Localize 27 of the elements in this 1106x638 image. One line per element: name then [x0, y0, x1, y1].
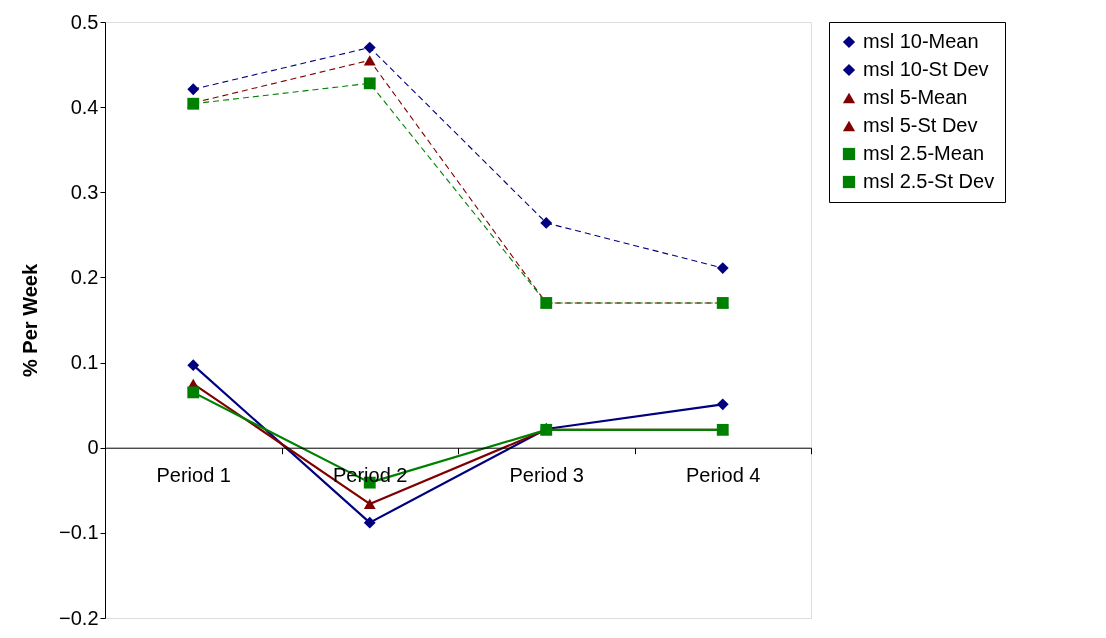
y-tick-label: −0.2: [59, 606, 99, 629]
legend-label: msl 10-St Dev: [863, 58, 989, 80]
point: [187, 386, 200, 399]
y-tick-label: 0.3: [70, 180, 99, 203]
legend-label: msl 10-Mean: [863, 30, 979, 52]
y-tick-label: 0.5: [70, 10, 99, 33]
legend-label: msl 2.5-Mean: [863, 142, 985, 164]
point: [716, 398, 729, 411]
point: [363, 41, 376, 54]
y-tick-label: 0.1: [70, 351, 99, 374]
legend-label: msl 5-St Dev: [863, 114, 978, 136]
point: [363, 516, 376, 529]
point: [187, 359, 200, 372]
legend-label: msl 5-Mean: [863, 86, 968, 108]
y-tick-label: −0.1: [59, 521, 99, 544]
x-tick-label: Period 4: [686, 464, 761, 487]
x-tick-label: Period 1: [156, 464, 231, 487]
x-tick-label: Period 3: [509, 464, 584, 487]
point: [187, 83, 200, 96]
point: [363, 77, 376, 90]
legend-label: msl 2.5-St Dev: [863, 170, 995, 192]
point: [716, 262, 729, 274]
y-tick-label: 0: [87, 436, 99, 459]
y-tick-label: 0.4: [70, 95, 99, 118]
y-axis-title: % Per Week: [19, 263, 42, 378]
y-tick-label: 0.2: [70, 265, 99, 288]
point: [540, 217, 553, 229]
